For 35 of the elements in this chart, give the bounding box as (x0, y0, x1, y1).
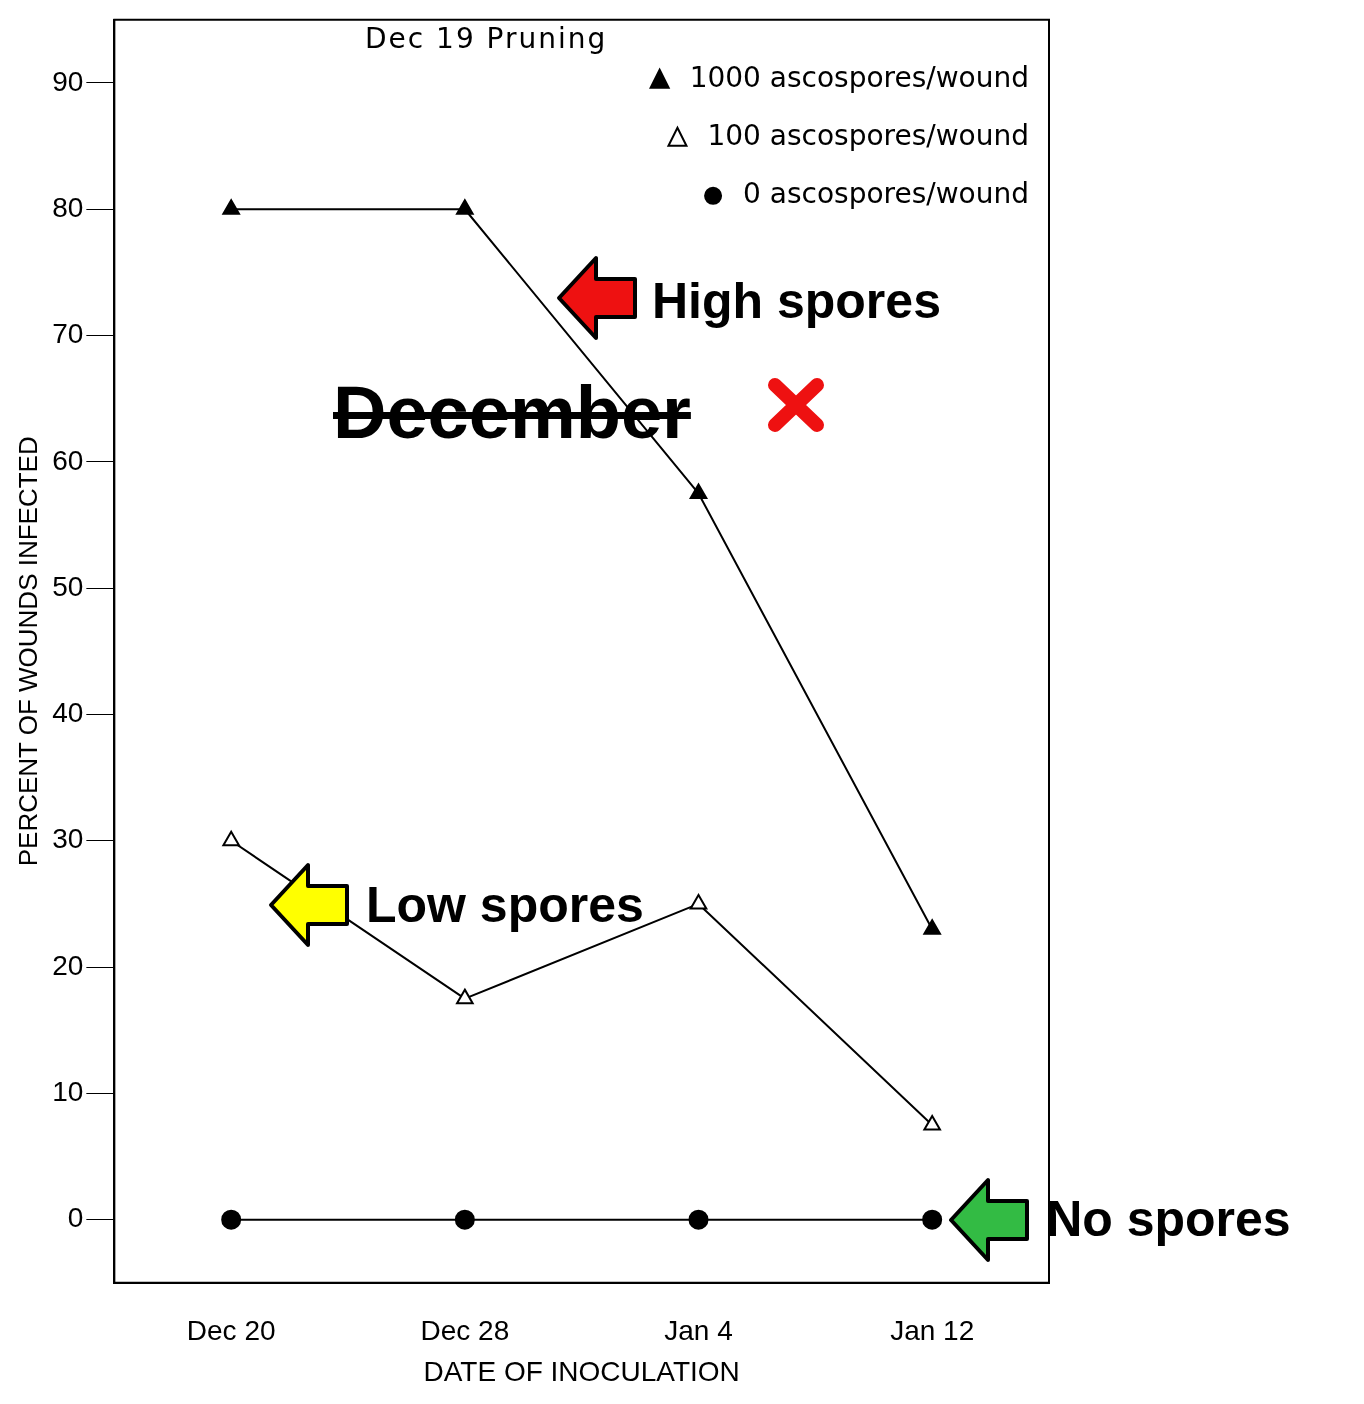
point (454, 1209, 475, 1230)
y-tick-label: 20 (52, 949, 84, 981)
legend-label: 1000 ascospores/wound (689, 61, 1030, 95)
y-tick-label: 80 (52, 191, 84, 223)
legend-label: 0 ascospores/wound (743, 177, 1029, 211)
y-tick-label: 50 (52, 570, 84, 602)
annotation: No spores (1046, 1189, 1291, 1248)
y-tick-label: 0 (67, 1202, 84, 1234)
x-tick-label: Jan 12 (890, 1315, 975, 1347)
point (922, 1209, 943, 1230)
point (456, 988, 474, 1005)
annotation: Low spores (366, 876, 644, 934)
x-tick-label: Dec 28 (420, 1315, 510, 1347)
point (221, 1209, 242, 1230)
point (456, 199, 474, 215)
legend-label: 100 ascospores/wound (707, 119, 1030, 153)
annotation: High spores (652, 272, 941, 330)
point (923, 919, 941, 935)
point (222, 199, 240, 215)
point (222, 830, 240, 847)
x-tick-label: Jan 4 (664, 1315, 733, 1347)
y-tick-label: 40 (52, 697, 84, 729)
y-axis-title: PERCENT OF WOUNDS INFECTED (12, 436, 43, 867)
y-tick-label: 70 (52, 318, 84, 350)
point (923, 1114, 941, 1131)
x-axis-title: DATE OF INOCULATION (423, 1355, 740, 1387)
point (689, 483, 708, 499)
y-tick-label: 90 (52, 65, 84, 97)
point (688, 1209, 709, 1230)
point (689, 893, 708, 910)
y-tick-label: 30 (52, 823, 84, 855)
y-tick-label: 10 (52, 1076, 84, 1108)
y-tick-label: 60 (52, 444, 84, 476)
x-tick-label: Dec 20 (186, 1315, 276, 1347)
annotation: Dec 19 Pruning (365, 22, 608, 55)
